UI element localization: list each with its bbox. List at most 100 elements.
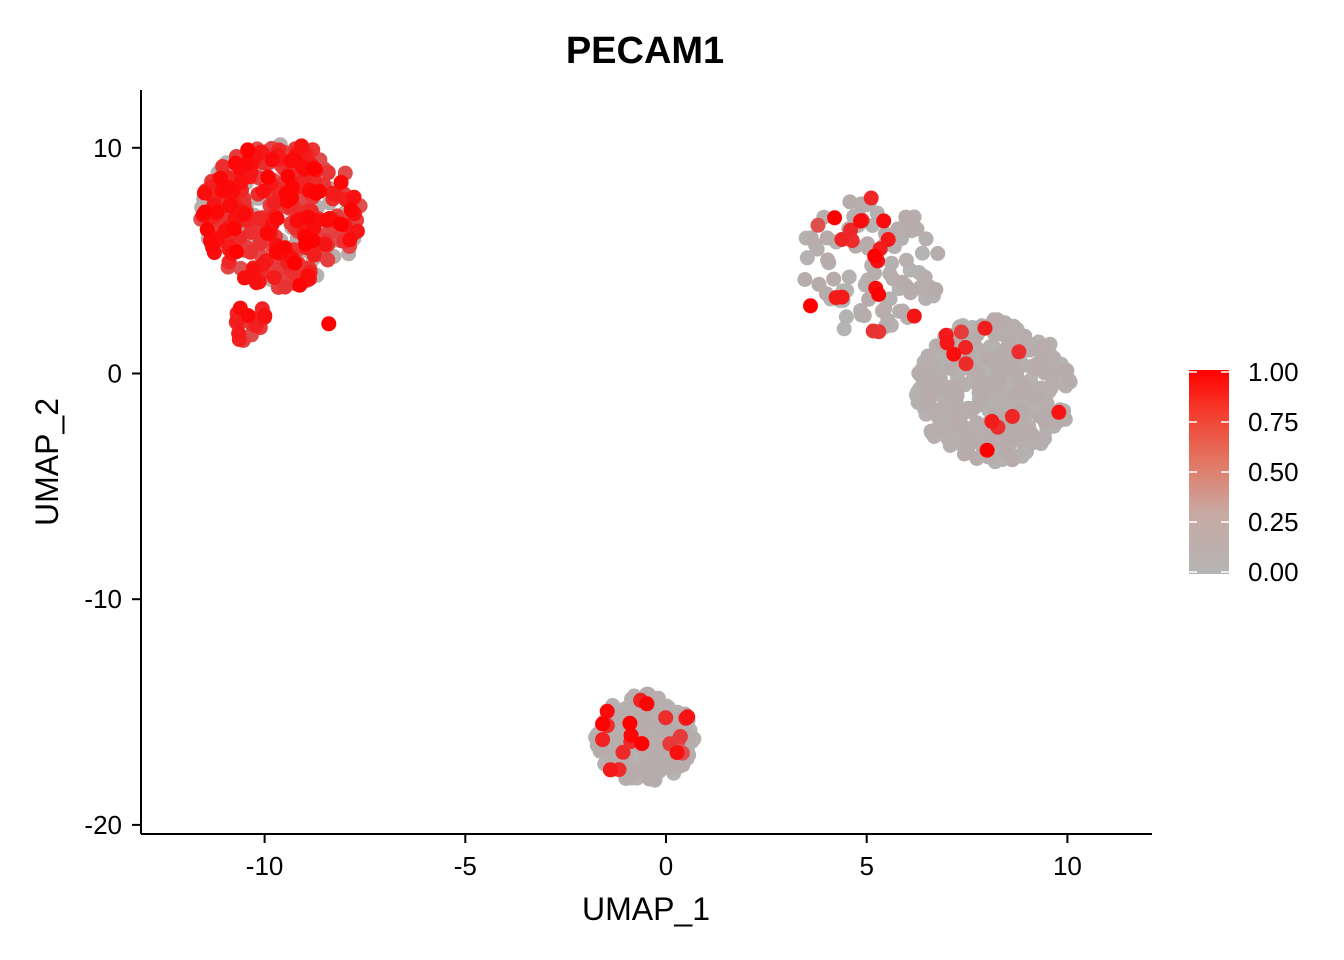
scatter-point: [834, 232, 850, 247]
scatter-point: [890, 221, 906, 237]
scatter-point: [820, 252, 836, 268]
scatter-point: [991, 371, 1007, 387]
scatter-point: [1017, 328, 1033, 344]
scatter-point: [269, 211, 285, 227]
scatter-point: [928, 282, 944, 297]
scatter-point: [641, 771, 657, 787]
scatter-point: [236, 206, 252, 222]
legend-label: 0.50: [1248, 457, 1299, 487]
scatter-point: [239, 155, 255, 171]
scatter-point: [956, 446, 972, 462]
scatter-point: [252, 236, 268, 252]
scatter-point: [838, 309, 854, 325]
scatter-point: [990, 352, 1006, 368]
scatter-point: [914, 245, 930, 261]
scatter-point: [1004, 452, 1020, 468]
x-tick-label: 5: [859, 851, 873, 881]
scatter-point: [876, 213, 892, 229]
scatter-point: [1022, 342, 1038, 358]
x-tick-label: -5: [454, 851, 477, 881]
scatter-point: [880, 312, 896, 328]
scatter-point: [834, 289, 850, 305]
scatter-point: [248, 275, 264, 291]
scatter-point: [257, 308, 273, 323]
scatter-point: [289, 213, 305, 229]
y-tick-label: 0: [108, 359, 122, 389]
scatter-point: [871, 287, 887, 302]
scatter-point: [979, 442, 995, 458]
scatter-point: [264, 152, 280, 168]
scatter-point: [1033, 363, 1049, 378]
scatter-point: [856, 308, 872, 324]
legend-label: 0.25: [1248, 507, 1299, 537]
scatter-point: [321, 316, 337, 332]
scatter-point: [209, 205, 225, 220]
scatter-point: [810, 217, 826, 233]
scatter-point: [260, 169, 276, 185]
scatter-point: [1023, 425, 1039, 441]
scatter-point: [1011, 344, 1027, 360]
scatter-point: [333, 174, 349, 190]
scatter-point: [346, 189, 362, 205]
scatter-point: [819, 230, 835, 246]
scatter-point: [662, 756, 678, 772]
scatter-point: [226, 221, 242, 237]
scatter-point: [199, 222, 215, 237]
scatter-point: [267, 194, 283, 210]
scatter-point: [680, 709, 696, 725]
scatter-point: [251, 211, 267, 226]
scatter-point: [658, 723, 674, 739]
scatter-point: [1029, 390, 1045, 406]
scatter-point: [1059, 362, 1075, 378]
scatter-point: [229, 244, 244, 260]
scatter-point: [827, 210, 843, 226]
scatter-point: [634, 736, 650, 752]
chart-title: PECAM1: [566, 30, 724, 72]
x-ticks: -10 -5 0 5 10: [246, 834, 1082, 881]
scatter-point: [615, 744, 631, 760]
scatter-point: [240, 308, 256, 323]
scatter-point: [231, 326, 247, 341]
scatter-point: [853, 213, 868, 229]
scatter-point: [343, 202, 359, 218]
scatter-point: [977, 320, 993, 336]
scatter-point: [623, 727, 639, 743]
scatter-point: [318, 212, 334, 228]
scatter-point: [841, 269, 857, 285]
scatter-point: [1006, 318, 1022, 334]
scatter-point: [595, 732, 611, 748]
scatter-point: [863, 190, 879, 206]
scatter-point: [917, 269, 933, 285]
legend-label: 0.75: [1248, 407, 1299, 437]
x-tick-label: 10: [1053, 851, 1082, 881]
scatter-point: [865, 323, 881, 339]
scatter-point: [895, 303, 911, 319]
scatter-point: [237, 270, 252, 286]
scatter-point: [943, 361, 959, 377]
y-ticks: -20 -10 0 10: [84, 133, 141, 840]
scatter-point: [196, 185, 212, 201]
scatter-point: [877, 301, 893, 316]
x-tick-label: -10: [246, 851, 284, 881]
scatter-point: [292, 277, 308, 293]
scatter-point: [259, 225, 275, 241]
scatter-point: [277, 279, 293, 295]
scatter-point: [920, 388, 936, 404]
scatter-point: [1051, 404, 1067, 420]
scatter-point: [946, 346, 962, 362]
scatter-point: [970, 364, 986, 380]
scatter-point: [308, 185, 324, 201]
scatter-point: [898, 209, 914, 225]
y-axis-title: UMAP_2: [29, 398, 65, 526]
scatter-point: [266, 270, 282, 286]
scatter-point: [286, 152, 302, 168]
scatter-points: [193, 137, 1078, 788]
scatter-point: [799, 250, 815, 266]
scatter-point: [227, 155, 243, 171]
scatter-point: [860, 236, 875, 252]
scatter-point: [987, 431, 1003, 447]
scatter-point: [277, 240, 293, 256]
legend-label: 1.00: [1248, 357, 1299, 387]
scatter-point: [984, 413, 1000, 429]
